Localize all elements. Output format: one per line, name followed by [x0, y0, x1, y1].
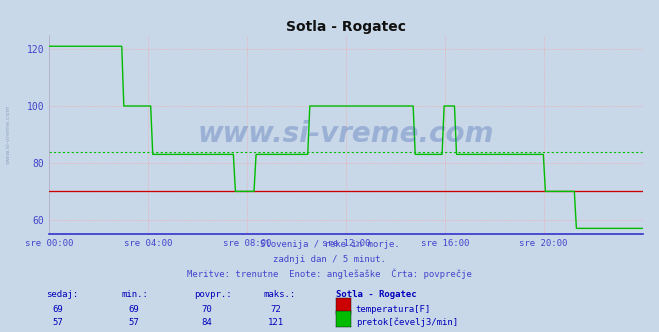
Text: 57: 57: [53, 318, 63, 327]
Text: min.:: min.:: [122, 290, 149, 299]
Text: 84: 84: [201, 318, 212, 327]
Text: Meritve: trenutne  Enote: anglešaške  Črta: povprečje: Meritve: trenutne Enote: anglešaške Črta…: [187, 269, 472, 279]
Text: www.si-vreme.com: www.si-vreme.com: [5, 105, 11, 164]
Text: 57: 57: [129, 318, 139, 327]
Text: temperatura[F]: temperatura[F]: [356, 305, 431, 314]
Text: pretok[čevelj3/min]: pretok[čevelj3/min]: [356, 318, 458, 327]
Text: Slovenija / reke in morje.: Slovenija / reke in morje.: [260, 240, 399, 249]
Text: 69: 69: [53, 305, 63, 314]
Text: Sotla - Rogatec: Sotla - Rogatec: [336, 290, 416, 299]
Text: 121: 121: [268, 318, 283, 327]
Text: povpr.:: povpr.:: [194, 290, 232, 299]
Text: sedaj:: sedaj:: [46, 290, 78, 299]
Text: 72: 72: [270, 305, 281, 314]
Text: zadnji dan / 5 minut.: zadnji dan / 5 minut.: [273, 255, 386, 264]
Text: www.si-vreme.com: www.si-vreme.com: [198, 121, 494, 148]
Text: 69: 69: [129, 305, 139, 314]
Text: 70: 70: [201, 305, 212, 314]
Title: Sotla - Rogatec: Sotla - Rogatec: [286, 20, 406, 34]
Text: maks.:: maks.:: [264, 290, 296, 299]
